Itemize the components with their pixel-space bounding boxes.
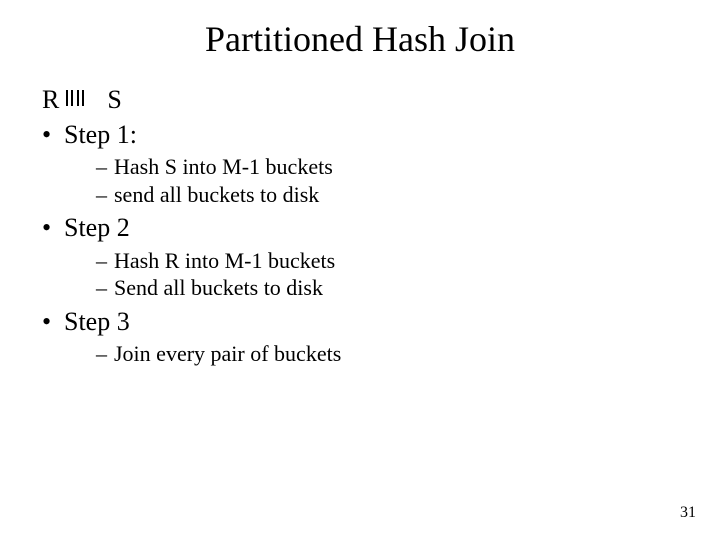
sub-item: Hash R into M-1 buckets: [96, 247, 720, 275]
sub-list: Hash R into M-1 buckets Send all buckets…: [64, 247, 720, 302]
relation-right: S: [107, 84, 121, 117]
list-item: Step 2 Hash R into M-1 buckets Send all …: [42, 212, 720, 302]
list-item: Step 3 Join every pair of buckets: [42, 306, 720, 368]
sub-list: Hash S into M-1 buckets send all buckets…: [64, 153, 720, 208]
step-label: Step 1:: [64, 120, 137, 149]
list-item: Step 1: Hash S into M-1 buckets send all…: [42, 119, 720, 209]
page-number: 31: [680, 504, 696, 522]
slide: Partitioned Hash Join R S Step 1: Hash S…: [0, 0, 720, 540]
slide-title: Partitioned Hash Join: [0, 0, 720, 60]
slide-body: R S Step 1: Hash S into M-1 buckets send…: [0, 60, 720, 368]
sub-list: Join every pair of buckets: [64, 340, 720, 368]
sub-item: send all buckets to disk: [96, 181, 720, 209]
step-label: Step 3: [64, 307, 130, 336]
relation-join-line: R S: [42, 84, 720, 117]
sub-item: Join every pair of buckets: [96, 340, 720, 368]
natural-join-icon: [63, 84, 93, 117]
step-label: Step 2: [64, 213, 130, 242]
relation-left: R: [42, 84, 59, 117]
sub-item: Hash S into M-1 buckets: [96, 153, 720, 181]
sub-item: Send all buckets to disk: [96, 274, 720, 302]
step-list: Step 1: Hash S into M-1 buckets send all…: [42, 119, 720, 368]
